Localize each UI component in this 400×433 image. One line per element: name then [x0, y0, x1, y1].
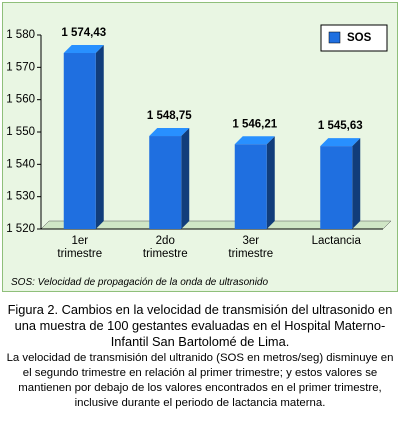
y-tick-label: 1 570	[6, 61, 35, 73]
x-tick-label: 3er trimestre	[228, 235, 274, 260]
value-label: 1 548,75	[147, 110, 192, 122]
x-tick-label: Lactancia	[311, 235, 361, 247]
x-tick-label: 1er trimestre	[57, 235, 103, 260]
caption-title: Figura 2. Cambios en la velocidad de tra…	[7, 302, 393, 349]
y-tick-label: 1 530	[6, 191, 35, 203]
y-tick-label: 1 550	[6, 126, 35, 138]
bar-side	[266, 136, 275, 229]
legend-box	[320, 24, 388, 52]
value-label: 1 574,43	[61, 27, 106, 39]
bar	[320, 146, 353, 229]
bar	[234, 144, 267, 229]
y-tick-label: 1 540	[6, 158, 35, 170]
chart-box: 1 520 1 530 1 540 1 550 1 560 1 570 1 580 1 574…	[2, 2, 398, 292]
bar	[149, 136, 182, 229]
value-label: 1 546,21	[232, 118, 277, 130]
bar	[63, 53, 96, 229]
y-tick-label: 1 520	[6, 223, 35, 235]
legend-label: SOS	[347, 32, 372, 44]
bar-side	[95, 45, 104, 229]
bar-top	[149, 128, 190, 137]
chart-note: SOS: Velocidad de propagación de la onda…	[11, 277, 269, 288]
caption-text: La velocidad de transmisión del ultranid…	[6, 352, 394, 409]
x-tick-label: 2do trimestre	[142, 235, 188, 260]
bar-top	[320, 138, 361, 147]
y-tick-label: 1 580	[6, 29, 35, 41]
caption: Figura 2. Cambios en la velocidad de tra…	[0, 292, 400, 411]
chart: 1 520 1 530 1 540 1 550 1 560 1 570 1 580 1 574…	[6, 24, 392, 235]
value-label: 1 545,63	[318, 120, 363, 132]
legend-swatch	[328, 31, 341, 44]
bar-top	[63, 45, 104, 54]
bar-side	[352, 138, 361, 229]
y-tick-label: 1 560	[6, 94, 35, 106]
bar-top	[234, 136, 275, 145]
bar-side	[181, 128, 190, 229]
